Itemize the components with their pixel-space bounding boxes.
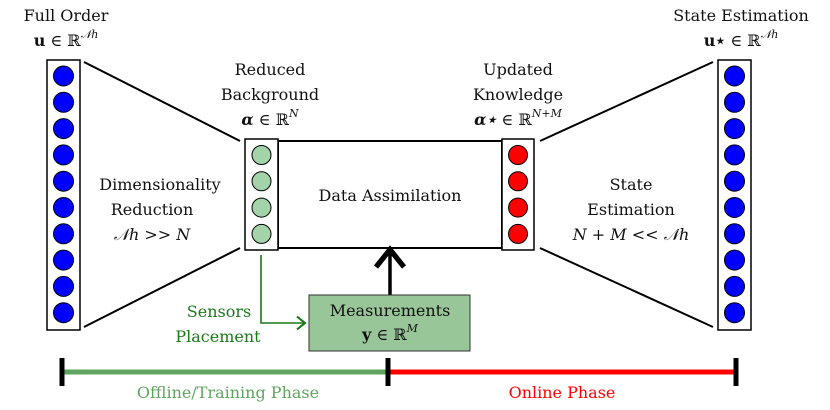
state-estimation-title: State Estimation [673,6,809,25]
state-estimation-node [724,170,745,192]
full-order-node [53,118,74,140]
state-estimation-node [724,223,745,245]
reduced-node [251,145,272,165]
full-order-node [53,302,74,324]
reduced-nodes [251,145,272,244]
reduced-label-line2: Background [221,85,319,104]
sensors-label-line1: Sensors [187,302,251,321]
reduced-node [251,223,272,244]
full-order-nodes [53,65,74,324]
state-estimation-line2: Estimation [587,200,675,219]
reduced-label-line1: Reduced [235,60,306,79]
reduced-space: α ∈ ℝN [241,107,299,129]
updated-nodes [508,145,528,244]
full-order-node [53,197,74,218]
data-assimilation-box [277,140,503,249]
estimation-bottom-line [539,247,714,328]
full-order-node [53,170,74,192]
measurements-label: Measurements [330,301,451,320]
measurements-box [308,294,471,352]
full-order-node [53,249,74,271]
dim-reduction-line1: Dimensionality [99,175,220,194]
estimation-top-line [539,61,714,142]
full-order-title: Full Order [24,6,109,25]
updated-node [508,145,528,165]
state-estimation-node [724,118,745,140]
state-estimation-node [724,144,745,166]
full-order-node [53,144,74,166]
state-estimation-nodes [724,65,745,324]
dim-reduction-relation: 𝒩h >> N [114,225,192,244]
updated-node [508,223,528,244]
state-estimation-node [724,302,745,324]
dim-reduction-line2: Reduction [111,200,194,219]
state-estimation-node [724,91,745,113]
data-assimilation-label: Data Assimilation [319,186,462,205]
updated-node [508,171,528,192]
reduced-node [251,171,272,192]
state-estimation-relation: N + M << 𝒩h [572,225,690,244]
updated-label-line1: Updated [483,60,553,79]
full-order-space: u ∈ ℝ𝒩h [34,28,99,50]
updated-node [508,197,528,218]
state-estimation-node [724,65,745,87]
reduced-node [251,197,272,218]
sensors-label-line2: Placement [175,327,261,346]
full-order-node [53,65,74,87]
state-estimation-space: u⋆ ∈ ℝ𝒩h [704,28,779,50]
updated-space: α⋆ ∈ ℝN+M [474,107,562,129]
updated-label-line2: Knowledge [473,85,563,104]
offline-phase-label: Offline/Training Phase [137,383,319,402]
state-estimation-node [724,275,745,297]
full-order-node [53,91,74,113]
sensors-placement-arrow [260,255,307,331]
online-phase-label: Online Phase [509,383,616,402]
state-estimation-line1: State [610,175,653,194]
measurements-space: y ∈ ℝM [361,322,419,344]
state-estimation-node [724,197,745,218]
reduction-top-line [83,61,241,142]
state-estimation-node [724,249,745,271]
reduction-bottom-line [83,247,241,328]
full-order-node [53,275,74,297]
funnel-lines [83,61,714,328]
full-order-node [53,223,74,245]
